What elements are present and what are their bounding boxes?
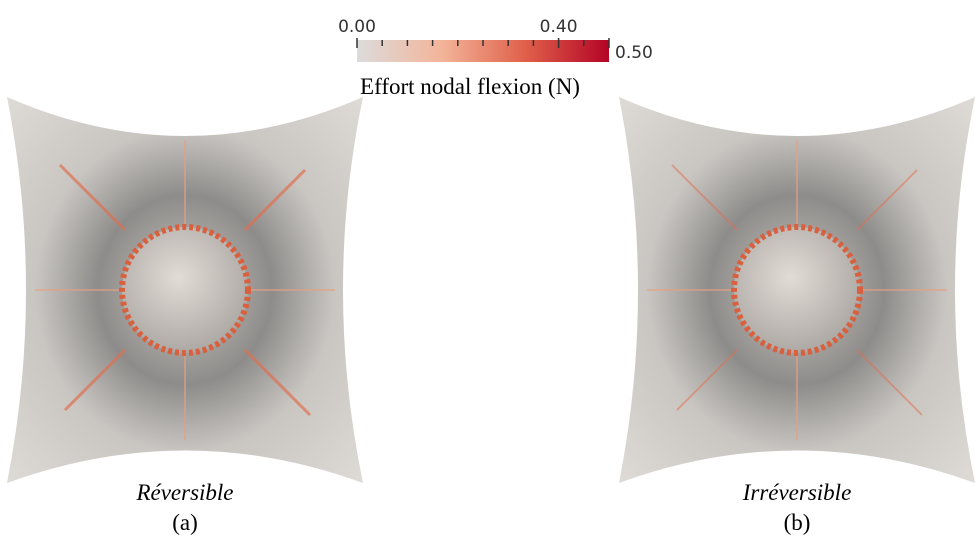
tick-label: 0.50: [615, 43, 653, 63]
panel-caption: Irréversible: [742, 480, 852, 505]
panel-label: (b): [784, 510, 811, 535]
panel-label: (a): [172, 510, 198, 535]
panel-caption: Réversible: [135, 480, 233, 505]
tick-label: 0.40: [540, 17, 578, 37]
panel-a: [7, 97, 363, 483]
tick-label: 0.00: [338, 17, 376, 37]
colorbar: [357, 40, 609, 62]
colorbar-title: Effort nodal flexion (N): [360, 74, 580, 99]
panel-b: [619, 97, 975, 483]
